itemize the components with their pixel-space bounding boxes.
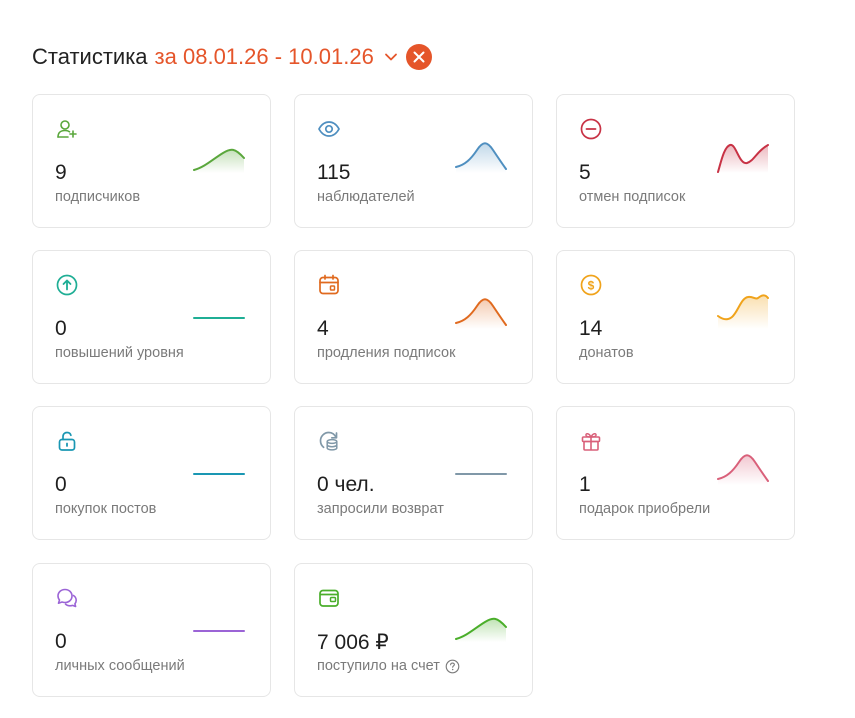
stat-label-row: отмен подписок (579, 189, 685, 205)
stat-card: 4 продления подписок (294, 250, 533, 384)
stat-label-row: наблюдателей (317, 189, 415, 205)
eye-icon (318, 121, 340, 137)
stat-card: 1 подарок приобрели (556, 406, 795, 540)
stat-card: 9 подписчиков (32, 94, 271, 228)
trend-sparkline (455, 298, 507, 329)
trend-sparkline (717, 454, 769, 485)
stat-label-row: запросили возврат (317, 501, 444, 517)
trend-sparkline (193, 317, 245, 319)
trend-sparkline (455, 142, 507, 173)
chevron-down-icon[interactable] (382, 48, 400, 66)
stat-label: донатов (579, 345, 634, 361)
stat-label: личных сообщений (55, 658, 185, 674)
arrow-up-circle-icon (56, 274, 78, 296)
coin-icon: $ (580, 274, 602, 296)
clear-period-button[interactable] (405, 44, 432, 70)
stat-label: наблюдателей (317, 189, 415, 205)
stat-label-row: поступило на счет (317, 658, 460, 674)
wallet-icon (319, 589, 339, 607)
stat-value: 1 (579, 473, 591, 496)
stat-label: поступило на счет (317, 658, 440, 674)
stat-label-row: покупок постов (55, 501, 156, 517)
stat-value: 115 (317, 161, 351, 184)
chat-icon (57, 588, 77, 608)
stat-card: 0 личных сообщений (32, 563, 271, 697)
stat-value: 0 чел. (317, 473, 375, 496)
stat-label: отмен подписок (579, 189, 686, 205)
stat-label-row: продления подписок (317, 345, 455, 361)
trend-sparkline (193, 148, 245, 173)
stat-label: покупок постов (55, 501, 157, 517)
stat-label: подарок приобрели (579, 501, 711, 517)
stat-value: 14 (579, 317, 603, 340)
trend-sparkline (193, 473, 245, 475)
stat-label-row: личных сообщений (55, 658, 185, 674)
stat-label-row: повышений уровня (55, 345, 184, 361)
stat-label: запросили возврат (317, 501, 444, 517)
stat-label: повышений уровня (55, 345, 184, 361)
stat-value: 9 (55, 161, 67, 184)
stat-value: 5 (579, 161, 591, 184)
trend-sparkline (455, 617, 507, 642)
stat-value: 0 (55, 473, 67, 496)
stats-header: Статистика за 08.01.26 - 10.01.26 (32, 42, 432, 72)
stat-value: 0 (55, 630, 67, 653)
stat-card: 115 наблюдателей (294, 94, 533, 228)
stat-value: 0 (55, 317, 67, 340)
page-title: Статистика (32, 44, 148, 69)
stat-card: $14 донатов (556, 250, 795, 384)
stat-label: подписчиков (55, 189, 141, 205)
gift-icon (581, 433, 601, 451)
stat-card: 5 отмен подписок (556, 94, 795, 228)
calendar-icon (319, 274, 339, 295)
trend-sparkline (717, 294, 769, 329)
stat-card: 7 006 ₽ поступило на счет (294, 563, 533, 697)
lock-open-icon (58, 431, 76, 451)
stat-label-row: подписчиков (55, 189, 140, 205)
stat-label: продления подписок (317, 345, 456, 361)
stat-label-row: подарок приобрели (579, 501, 710, 517)
close-icon (413, 51, 425, 63)
stat-card: 0 повышений уровня (32, 250, 271, 384)
period-selector[interactable]: за 08.01.26 - 10.01.26 (154, 44, 374, 69)
trend-sparkline (193, 630, 245, 632)
help-icon[interactable] (445, 659, 460, 674)
stat-card: 0 чел. запросили возврат (294, 406, 533, 540)
stat-value: 4 (317, 317, 329, 340)
trend-sparkline (455, 473, 507, 475)
stat-label-row: донатов (579, 345, 634, 361)
stat-card: 0 покупок постов (32, 406, 271, 540)
stat-value: 7 006 ₽ (317, 631, 389, 654)
user-plus-icon (57, 120, 77, 138)
refund-icon (319, 431, 338, 451)
svg-text:$: $ (588, 278, 595, 292)
trend-sparkline (717, 144, 769, 173)
minus-circle-icon (580, 118, 602, 140)
